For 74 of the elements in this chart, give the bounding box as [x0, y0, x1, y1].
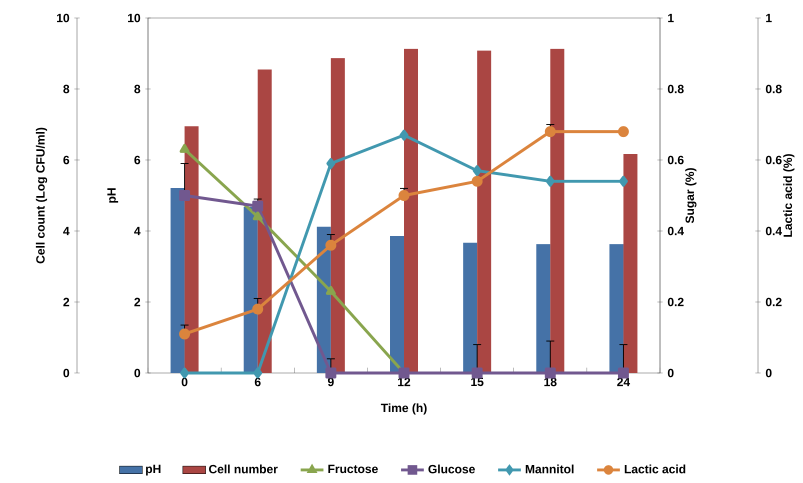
legend-label: pH: [146, 464, 160, 476]
point: [325, 240, 336, 251]
y2-tick-label: 0.2: [668, 298, 684, 306]
text: Cell count (Log CFU/ml): [36, 128, 48, 264]
x-tick-label: 0: [182, 378, 188, 386]
bar: [390, 236, 404, 373]
point: [252, 200, 264, 212]
point: [472, 165, 482, 176]
text: 0: [63, 368, 70, 378]
y3-tick-label: 0.8: [766, 84, 782, 94]
y3-tick-label: 0.6: [766, 156, 782, 164]
y2-tick-label: 0: [668, 368, 674, 378]
y3-tick-label: 0.4: [766, 226, 782, 236]
point: [180, 144, 190, 153]
y3-axis-title: Lactic acid (%): [783, 154, 794, 237]
point: [618, 126, 629, 138]
point: [252, 304, 264, 315]
bar: [258, 69, 272, 373]
bar: [536, 244, 550, 373]
text: 4: [63, 226, 70, 236]
point: [180, 368, 190, 378]
bar: [244, 206, 258, 373]
y2-tick-label: 0.4: [668, 226, 684, 236]
x-tick-label: 6: [254, 378, 261, 386]
legend-label: Mannitol: [526, 464, 574, 474]
point: [179, 328, 190, 340]
point: [544, 126, 556, 138]
y2-tick-label: 0.8: [668, 84, 684, 94]
bar: [404, 48, 418, 373]
y2-tick-label: 0.6: [668, 156, 684, 164]
point: [618, 176, 628, 187]
y-axis-title: pH: [107, 188, 118, 203]
bar: [609, 244, 624, 373]
y-tick-label: 6: [134, 156, 140, 164]
bar: [550, 48, 564, 373]
point: [400, 130, 408, 141]
point: [398, 190, 410, 201]
point: [179, 190, 190, 201]
x-tick-label: 24: [617, 378, 630, 386]
y3-tick-label: 0: [766, 368, 772, 378]
point: [472, 176, 483, 187]
y2-tick-label: 1: [668, 14, 674, 22]
bar: [170, 188, 185, 373]
y-tick-label: 2: [134, 298, 140, 306]
point: [546, 176, 555, 187]
legend-label: Cell number: [209, 464, 278, 474]
point: [326, 158, 336, 170]
point: [326, 286, 336, 295]
bar: [477, 50, 492, 373]
point: [618, 368, 629, 378]
text: 8: [63, 84, 70, 94]
x-axis-title: Time (h): [380, 403, 427, 415]
bar: [330, 58, 345, 373]
y-tick-label: 4: [134, 226, 141, 236]
legend-label: Lactic acid: [624, 464, 686, 474]
point: [472, 368, 483, 378]
point: [325, 368, 336, 378]
point: [544, 368, 556, 378]
y3-tick-label: 0.2: [766, 298, 782, 306]
text: 10: [57, 14, 70, 22]
y3-tick-label: 1: [766, 14, 772, 22]
legend-label: Fructose: [328, 464, 378, 474]
y-tick-label: 0: [134, 368, 140, 378]
bar: [463, 242, 478, 373]
text: 6: [63, 156, 70, 164]
bar: [623, 154, 638, 373]
bar: [184, 126, 199, 373]
point: [253, 368, 262, 378]
text: 2: [63, 298, 70, 306]
legend-label: Glucose: [428, 464, 475, 474]
y-tick-label: 8: [134, 84, 140, 94]
y2-axis-title: Sugar (%): [685, 168, 696, 224]
y-tick-label: 10: [128, 14, 140, 22]
point: [252, 211, 263, 220]
